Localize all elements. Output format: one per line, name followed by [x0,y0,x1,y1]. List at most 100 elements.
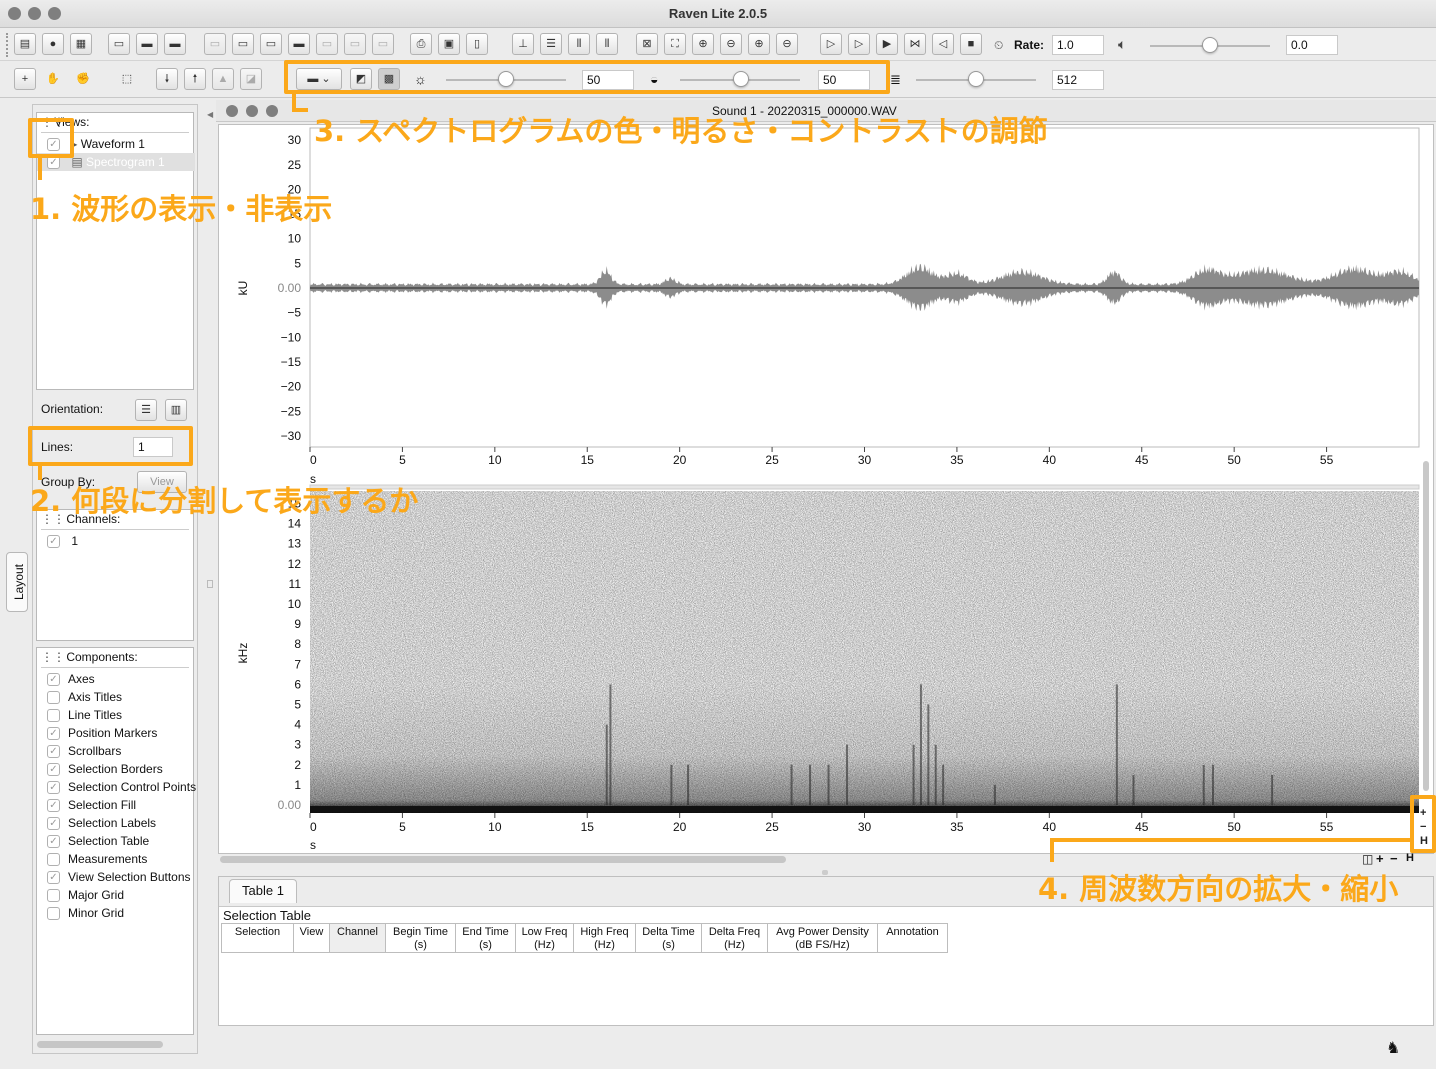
zoom-in-x-icon[interactable]: + [1376,851,1384,866]
zoom-window-button[interactable] [48,7,61,20]
horizontal-scrollbar[interactable] [220,856,786,863]
table-column-header[interactable]: Delta Time (s) [636,924,702,953]
new-file-icon[interactable]: ▤ [14,33,36,55]
fill-icon[interactable]: ◪ [240,68,262,90]
table-column-header[interactable]: Channel [330,924,386,953]
component-item[interactable]: ✓ Selection Table [37,832,195,850]
component-item[interactable]: Minor Grid [37,904,195,922]
group-by-select[interactable]: View [137,471,187,493]
silence-icon[interactable]: ▭ [372,33,394,55]
zoom-in-icon[interactable]: ⊕ [692,33,714,55]
orientation-vertical-icon[interactable]: ▥ [165,399,187,421]
sound-close-button[interactable] [226,105,238,117]
splitter-handle[interactable] [207,580,213,588]
zoom-reset-x-icon[interactable]: H [1406,852,1414,864]
table-column-header[interactable]: Begin Time (s) [386,924,456,953]
move-down-icon[interactable]: 🠗 [156,68,178,90]
component-checkbox[interactable]: ✓ [47,781,60,795]
volume-input[interactable]: 0.0 [1286,35,1338,55]
component-checkbox[interactable]: ✓ [47,745,60,759]
table-splitter-handle[interactable] [822,870,828,875]
zoom-in-y-icon[interactable]: ⊕ [748,33,770,55]
view-checkbox-waveform[interactable]: ✓ [47,138,60,152]
component-item[interactable]: ✓ Selection Control Points [37,778,196,796]
component-item[interactable]: ✓ Scrollbars [37,742,195,760]
save-icon[interactable]: ▬ [136,33,158,55]
zoom-out-icon[interactable]: ⊖ [720,33,742,55]
colormap-select[interactable]: ▬ ⌄ [296,68,342,90]
play-reverse-icon[interactable]: ◁ [932,33,954,55]
table-column-header[interactable]: Selection [222,924,294,953]
bar-view-icon[interactable]: ⫴ [568,33,590,55]
component-item[interactable]: Measurements [37,850,195,868]
component-checkbox[interactable] [47,691,60,705]
window-size-slider-knob[interactable] [968,71,984,87]
component-checkbox[interactable] [47,709,60,723]
open-file-icon[interactable]: ▭ [108,33,130,55]
toolbar-grip[interactable] [6,33,10,57]
minimize-window-button[interactable] [28,7,41,20]
contrast-input[interactable]: 50 [818,70,870,90]
select-tool-icon[interactable]: ⬚ [121,72,133,85]
component-item[interactable]: Major Grid [37,886,195,904]
list-view-icon[interactable]: ☰ [540,33,562,55]
layout-panel-scrollbar[interactable] [37,1041,163,1048]
component-item[interactable]: ✓ Selection Labels [37,814,195,832]
sound-minimize-button[interactable] [246,105,258,117]
rate-input[interactable]: 1.0 [1052,35,1104,55]
component-item[interactable]: ✓ Selection Borders [37,760,195,778]
brightness-slider-knob[interactable] [498,71,514,87]
split-view-icon[interactable]: ◫ [1362,852,1374,866]
save-as-icon[interactable]: ▬ [164,33,186,55]
move-up-icon[interactable]: 🠕 [184,68,206,90]
copy-icon[interactable]: ▭ [232,33,254,55]
component-item[interactable]: ✓ Selection Fill [37,796,195,814]
table-column-header[interactable]: Low Freq (Hz) [516,924,574,953]
view-checkbox-spectrogram[interactable]: ✓ [47,156,60,170]
colormap-invert-icon[interactable]: ◩ [350,68,372,90]
crosshair-tool-icon[interactable]: + [14,68,36,90]
zoom-selection-icon[interactable]: ⊠ [636,33,658,55]
component-item[interactable]: Axis Titles [37,688,195,706]
paste-icon[interactable]: ▭ [260,33,282,55]
channel-item[interactable]: ✓ 1 [37,532,78,550]
lines-input[interactable]: 1 [133,437,173,457]
component-item[interactable]: ✓ View Selection Buttons [37,868,195,886]
orientation-horizontal-icon[interactable]: ☰ [135,399,157,421]
play-icon[interactable]: ▷ [820,33,842,55]
table-icon[interactable]: ▦ [70,33,92,55]
document-icon[interactable]: ▯ [466,33,488,55]
hand-tool-icon[interactable]: ✋ [46,72,60,85]
component-item[interactable]: ✓ Position Markers [37,724,195,742]
component-checkbox[interactable]: ✓ [47,817,60,831]
zoom-out-x-icon[interactable]: − [1390,851,1398,866]
component-checkbox[interactable] [47,853,60,867]
view-item-spectrogram[interactable]: ✓ ▤ Spectrogram 1 [37,153,195,171]
table-column-header[interactable]: Annotation [878,924,948,953]
tab-table-1[interactable]: Table 1 [229,879,297,903]
component-item[interactable]: Line Titles [37,706,195,724]
component-checkbox[interactable] [47,889,60,903]
component-checkbox[interactable]: ✓ [47,799,60,813]
colormap-gray-icon[interactable]: ▩ [378,68,400,90]
amplify-icon[interactable]: ▭ [344,33,366,55]
zoom-out-y-icon[interactable]: ⊖ [776,33,798,55]
expand-triangle-icon[interactable]: ▸ [71,137,78,151]
waveform-view-icon[interactable]: ⊥ [512,33,534,55]
close-window-button[interactable] [8,7,21,20]
component-item[interactable]: ✓ Axes [37,670,195,688]
component-checkbox[interactable]: ✓ [47,727,60,741]
collapse-left-icon[interactable]: ◀ [207,110,214,119]
freq-zoom-buttons[interactable]: + − H [1420,807,1428,847]
play-selection-icon[interactable]: ▷ [848,33,870,55]
component-checkbox[interactable]: ✓ [47,673,60,687]
play-forward-icon[interactable]: ▶ [876,33,898,55]
table-column-header[interactable]: Delta Freq (Hz) [702,924,768,953]
cut-icon[interactable]: ▭ [204,33,226,55]
vertical-scrollbar[interactable] [1423,461,1429,791]
component-checkbox[interactable]: ✓ [47,871,60,885]
panel-splitter[interactable]: ◀ [203,104,213,1054]
component-checkbox[interactable]: ✓ [47,763,60,777]
spectrum-view-icon[interactable]: ⫴ [596,33,618,55]
grab-tool-icon[interactable]: ✊ [76,72,90,85]
